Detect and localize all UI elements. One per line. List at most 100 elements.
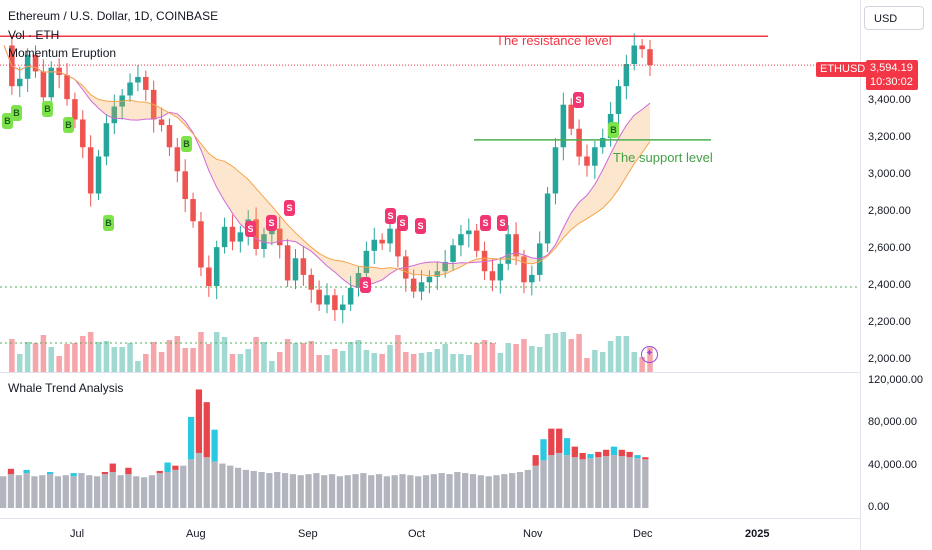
whale-base-bar xyxy=(603,456,610,508)
whale-base-bar xyxy=(15,475,22,508)
candle-body xyxy=(190,199,196,222)
whale-base-bar xyxy=(133,476,140,508)
volume-bar xyxy=(174,336,181,372)
last-price-tag: 3,594.19 10:30:02 xyxy=(866,60,918,90)
candle-body xyxy=(324,295,330,305)
volume-bar xyxy=(505,343,511,372)
whale-spike-bar xyxy=(618,449,625,457)
whale-spike-bar xyxy=(571,446,578,458)
currency-button[interactable]: USD xyxy=(864,6,924,30)
time-tick-label: 2025 xyxy=(745,528,770,540)
buy-signal-marker[interactable]: B xyxy=(181,136,192,152)
candle-body xyxy=(213,247,220,286)
whale-spike-bar xyxy=(7,468,15,475)
sell-signal-marker[interactable]: S xyxy=(385,208,396,224)
sell-signal-marker[interactable]: S xyxy=(360,277,371,293)
whale-base-bar xyxy=(618,456,625,508)
volume-bar xyxy=(158,352,165,372)
whale-base-bar xyxy=(469,474,477,508)
whale-tick-label: 0.00 xyxy=(868,501,890,513)
buy-signal-marker[interactable]: B xyxy=(608,122,619,138)
price-tick-label: 2,800.00 xyxy=(868,205,911,217)
whale-base-bar xyxy=(234,467,242,508)
whale-spike-bar xyxy=(579,452,586,460)
sell-signal-marker[interactable]: S xyxy=(266,215,277,231)
candle-body xyxy=(269,228,275,235)
whale-base-bar xyxy=(46,474,54,508)
whale-spike-bar xyxy=(548,428,555,456)
whale-spike-bar xyxy=(156,470,163,474)
whale-base-bar xyxy=(438,473,445,508)
candle-body xyxy=(158,119,165,126)
sell-signal-marker[interactable]: S xyxy=(245,221,256,237)
volume-bar xyxy=(80,336,86,372)
candle-body xyxy=(568,104,574,129)
volume-bar xyxy=(48,347,55,372)
indicator-momentum-eruption[interactable]: Momentum Eruption xyxy=(8,46,117,60)
buy-signal-marker[interactable]: B xyxy=(11,105,22,121)
candle-body xyxy=(584,156,590,166)
whale-spike-bar xyxy=(563,438,571,456)
volume-label: Vol · ETH xyxy=(8,28,60,42)
whale-base-bar xyxy=(399,474,406,508)
candle-body xyxy=(339,304,346,311)
whale-base-bar xyxy=(148,475,156,508)
volume-bar xyxy=(237,354,244,372)
whale-base-bar xyxy=(54,476,62,508)
volume-bar xyxy=(245,349,251,372)
whale-spike-bar xyxy=(70,473,77,477)
buy-signal-marker[interactable]: B xyxy=(63,117,74,133)
volume-bar xyxy=(473,343,480,372)
buy-signal-marker[interactable]: B xyxy=(2,113,13,129)
volume-bar xyxy=(229,354,236,372)
whale-base-bar xyxy=(422,475,430,508)
volume-bar xyxy=(568,339,574,372)
buy-signal-marker[interactable]: B xyxy=(103,215,114,231)
buy-signal-marker[interactable]: B xyxy=(42,101,53,117)
ribbon-fast-line xyxy=(3,45,651,289)
candle-body xyxy=(332,295,338,311)
volume-bar xyxy=(198,332,204,372)
candle-body xyxy=(481,250,488,272)
price-tick-label: 2,000.00 xyxy=(868,353,911,365)
whale-base-bar xyxy=(626,457,633,508)
volume-bar xyxy=(9,339,15,372)
whale-base-bar xyxy=(548,455,555,508)
sell-signal-marker[interactable]: S xyxy=(480,215,491,231)
candle-body xyxy=(623,64,630,87)
candle-body xyxy=(308,274,315,290)
whale-base-bar xyxy=(78,473,85,508)
whale-base-bar xyxy=(62,475,69,508)
candle-body xyxy=(32,54,39,72)
price-tick-label: 2,600.00 xyxy=(868,242,911,254)
candle-body xyxy=(221,226,228,248)
volume-bar xyxy=(355,340,362,372)
sell-signal-marker[interactable]: S xyxy=(284,200,295,216)
candle-body xyxy=(64,75,70,100)
whale-base-bar xyxy=(595,457,602,508)
candle-body xyxy=(127,82,133,96)
sell-signal-marker[interactable]: S xyxy=(415,218,426,234)
volume-bar xyxy=(190,348,196,372)
sell-signal-marker[interactable]: S xyxy=(397,215,408,231)
candle-body xyxy=(529,274,535,283)
candle-body xyxy=(95,156,102,194)
candle-body xyxy=(450,245,456,262)
candle-body xyxy=(316,289,322,305)
volume-bar xyxy=(261,342,267,372)
time-tick-label: Jul xyxy=(70,528,85,540)
candle-body xyxy=(521,256,527,283)
whale-spike-bar xyxy=(610,446,618,456)
sparkle-icon[interactable]: ✦ xyxy=(641,346,658,363)
sell-signal-marker[interactable]: S xyxy=(573,92,584,108)
indicator-whale-trend[interactable]: Whale Trend Analysis xyxy=(8,381,124,395)
whale-base-bar xyxy=(227,465,234,508)
sell-signal-marker[interactable]: S xyxy=(497,215,508,231)
time-axis-divider xyxy=(0,518,860,519)
volume-bar xyxy=(481,340,488,372)
volume-bar xyxy=(560,332,567,372)
whale-base-bar xyxy=(610,455,618,508)
whale-base-bar xyxy=(462,473,469,508)
candle-body xyxy=(103,123,110,157)
